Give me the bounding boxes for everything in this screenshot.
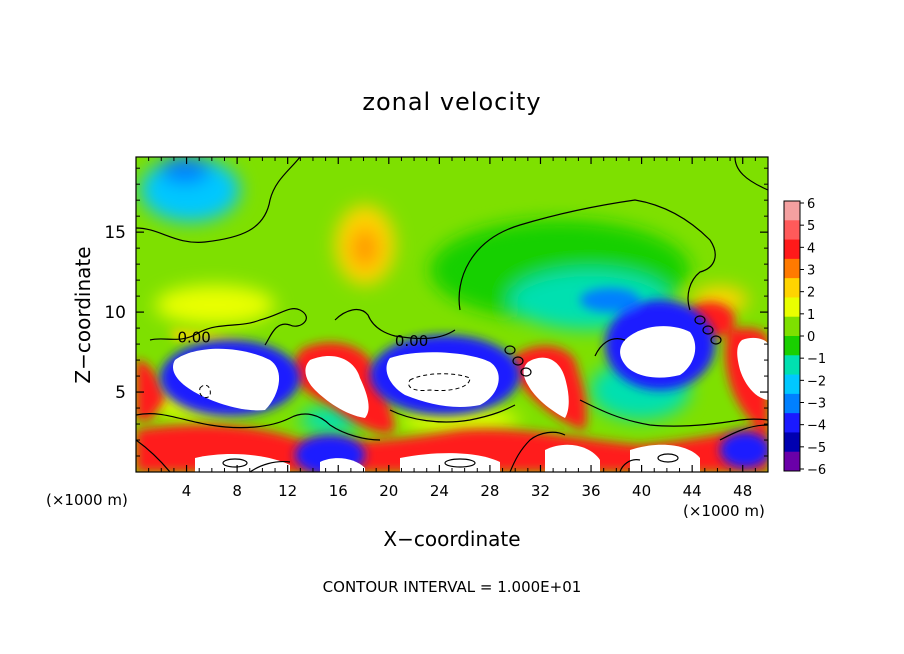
colorbar-tick-label: 1	[807, 308, 815, 323]
colorbar-swatch	[784, 374, 800, 395]
contour-label: 0.00	[177, 329, 210, 347]
colorbar-tick-label: −1	[807, 352, 826, 367]
colorbar-swatch	[784, 239, 800, 260]
field	[136, 157, 768, 472]
colorbar-swatch	[784, 393, 800, 414]
colorbar-swatch	[784, 432, 800, 453]
colorbar-tick-label: −6	[807, 463, 826, 478]
x-tick-label: 8	[232, 482, 242, 500]
chart-title: zonal velocity	[362, 88, 542, 116]
x-tick-label: 20	[379, 482, 398, 500]
colorbar-swatch	[784, 201, 800, 221]
x-tick-label: 48	[733, 482, 752, 500]
contours	[136, 157, 768, 472]
x-tick-label: 16	[329, 482, 348, 500]
y-tick-label: 15	[104, 223, 126, 243]
x-tick-label: 36	[581, 482, 600, 500]
x-unit-label-left: (×1000 m)	[46, 491, 128, 509]
colorbar-tick-label: 4	[807, 241, 815, 256]
colorbar: 6 5 4 3 2 1 0 −1 −2 −3 −4 −5 −6	[783, 197, 826, 478]
x-tick-label: 28	[480, 482, 499, 500]
dashed-contours	[199, 373, 471, 399]
colorbar-tick-label: −3	[807, 397, 826, 412]
footer-contour-interval: CONTOUR INTERVAL = 1.000E+01	[323, 578, 582, 596]
colorbar-tick-label: 5	[807, 219, 815, 234]
colorbar-tick-label: 6	[807, 197, 815, 212]
colorbar-tick-label: 3	[807, 264, 815, 279]
x-tick-label: 40	[632, 482, 651, 500]
small-loops	[222, 315, 722, 468]
y-axis: 5 10 15	[104, 167, 768, 457]
colorbar-tick-label: −2	[807, 374, 826, 389]
colorbar-tick-label: 0	[807, 330, 815, 345]
x-axis-label: X−coordinate	[383, 527, 520, 551]
y-axis-label: Z−coordinate	[71, 246, 95, 383]
colorbar-tick-label: 2	[807, 286, 815, 301]
x-axis: 4 8 12 16 20 24 28 32 36 40 44 48	[148, 157, 756, 500]
x-unit-label-right: (×1000 m)	[683, 502, 765, 520]
colorbar-tick-label: −5	[807, 441, 826, 456]
colorbar-swatch	[784, 336, 800, 356]
colorbar-swatch	[784, 316, 800, 337]
colorbar-swatch	[784, 220, 800, 241]
y-tick-label: 5	[115, 383, 126, 403]
x-tick-label: 44	[683, 482, 702, 500]
colorbar-swatch	[784, 278, 800, 298]
colorbar-swatch	[784, 451, 800, 472]
x-tick-label: 24	[430, 482, 449, 500]
y-tick-label: 10	[104, 303, 126, 323]
colorbar-swatch	[784, 413, 800, 433]
x-tick-label: 4	[182, 482, 192, 500]
colorbar-swatch	[784, 297, 800, 318]
contour-labels: 0.00 0.00	[177, 329, 428, 350]
colorbar-swatch	[784, 355, 800, 376]
colorbar-swatch	[784, 258, 800, 279]
colorbar-tick-label: −4	[807, 419, 826, 434]
x-tick-label: 12	[278, 482, 297, 500]
x-tick-label: 32	[531, 482, 550, 500]
white-cores	[172, 326, 768, 472]
contour-label: 0.00	[395, 332, 428, 350]
